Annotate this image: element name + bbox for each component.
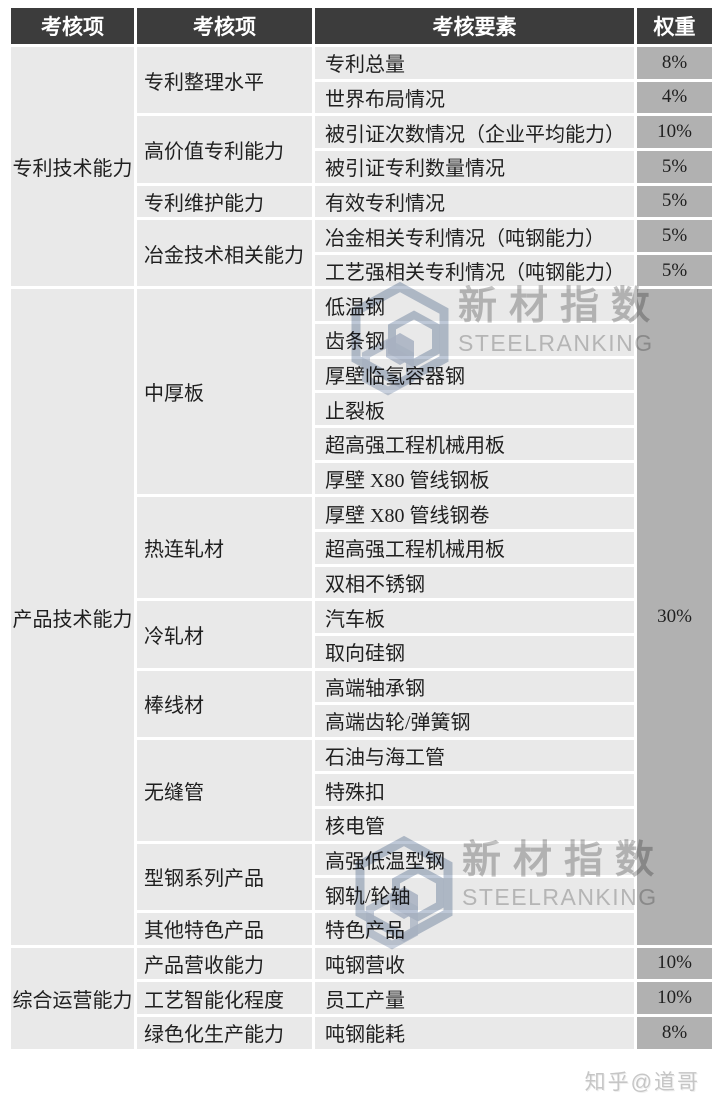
category-cell: 综合运营能力: [8, 944, 137, 1053]
subcategory-cell: 专利整理水平: [134, 43, 315, 117]
table-row: 无缝管 石油与海工管: [10, 736, 714, 844]
table-row: 专利技术能力 专利整理水平 专利总量 8%: [8, 43, 715, 290]
header-category: 考核项: [8, 5, 137, 47]
element-cell: 工艺强相关专利情况（吨钢能力）: [312, 251, 637, 290]
evaluation-weight-table: 考核项 考核项 考核要素 权重 专利技术能力 专利整理水平 专利总量 8% 世界布局情况…: [8, 5, 715, 1053]
element-cell: 齿条钢: [312, 321, 637, 359]
subcategory-cell: 专利维护能力: [134, 182, 315, 221]
weight-cell: 5%: [634, 182, 715, 221]
credit-watermark: 知乎@道哥: [584, 1071, 700, 1094]
subcategory-cell: 无缝管: [134, 736, 315, 844]
table-row: 冷轧材 汽车板: [10, 598, 714, 671]
element-cell: 被引证专利数量情况: [312, 147, 637, 186]
element-cell: 钢轨/轮轴: [312, 875, 637, 914]
element-cell: 专利总量: [312, 44, 637, 82]
element-cell: 石油与海工管: [312, 736, 637, 775]
table-row: 被引证专利数量情况 5%: [10, 147, 715, 186]
weight-cell: 10%: [634, 944, 715, 983]
element-cell: 高强低温型钢: [312, 840, 637, 879]
subcategory-cell: 产品营收能力: [134, 944, 315, 983]
weight-cell: 8%: [634, 1013, 715, 1053]
table-row: 热连轧材 厚壁 X80 管线钢卷: [10, 494, 714, 602]
element-cell: 有效专利情况: [312, 182, 637, 221]
table-row: 高端齿轮/弹簧钢: [10, 702, 714, 740]
element-cell: 世界布局情况: [312, 78, 637, 117]
table-row: 特殊扣: [10, 771, 714, 810]
element-cell: 核电管: [312, 806, 637, 844]
table-row: 专利维护能力 有效专利情况 5%: [10, 182, 715, 221]
table-row: 止裂板: [10, 390, 714, 429]
table-row: 棒线材 高端轴承钢: [10, 667, 714, 740]
element-cell: 被引证次数情况（企业平均能力）: [312, 113, 637, 151]
element-cell: 吨钢能耗: [312, 1013, 637, 1053]
subcategory-cell: 工艺智能化程度: [134, 979, 315, 1017]
table-row: 超高强工程机械用板: [10, 528, 714, 567]
weight-cell: 4%: [634, 78, 715, 117]
table-row: 齿条钢: [10, 321, 714, 359]
element-cell: 低温钢: [312, 286, 637, 325]
element-cell: 特色产品: [312, 910, 637, 948]
element-cell: 高端轴承钢: [312, 667, 637, 706]
element-cell: 汽车板: [312, 598, 637, 636]
element-cell: 取向硅钢: [312, 632, 637, 671]
subcategory-cell: 热连轧材: [134, 494, 315, 602]
subcategory-cell: 绿色化生产能力: [134, 1013, 315, 1053]
element-cell: 厚壁 X80 管线钢卷: [312, 494, 637, 532]
table-row: 绿色化生产能力 吨钢能耗 8%: [10, 1013, 715, 1053]
subcategory-cell: 棒线材: [134, 667, 315, 740]
element-cell: 超高强工程机械用板: [312, 425, 637, 463]
table-row: 型钢系列产品 高强低温型钢: [10, 840, 714, 914]
element-cell: 员工产量: [312, 979, 637, 1017]
header-subcategory: 考核项: [134, 5, 315, 47]
table-header-row: 考核项 考核项 考核要素 权重: [8, 5, 715, 47]
weight-cell: 5%: [634, 147, 715, 186]
table-row: 工艺智能化程度 员工产量 10%: [10, 979, 715, 1017]
weight-cell: 30%: [634, 286, 715, 948]
table-row: 工艺强相关专利情况（吨钢能力） 5%: [10, 251, 715, 290]
subcategory-cell: 高价值专利能力: [134, 113, 315, 186]
category-cell: 产品技术能力: [8, 286, 137, 948]
weight-cell: 5%: [634, 251, 715, 290]
subcategory-cell: 冷轧材: [134, 598, 315, 671]
table-row: 厚壁 X80 管线钢板: [10, 459, 714, 498]
table-row: 世界布局情况 4%: [10, 78, 715, 117]
element-cell: 止裂板: [312, 390, 637, 429]
weight-cell: 5%: [634, 217, 715, 255]
table-row: 高价值专利能力 被引证次数情况（企业平均能力） 10%: [10, 113, 715, 186]
element-cell: 厚壁临氢容器钢: [312, 355, 637, 394]
element-cell: 冶金相关专利情况（吨钢能力）: [312, 217, 637, 255]
element-cell: 双相不锈钢: [312, 563, 637, 602]
subcategory-cell: 中厚板: [134, 286, 315, 498]
weight-cell: 8%: [634, 44, 715, 82]
subcategory-cell: 其他特色产品: [134, 910, 315, 948]
table-row: 冶金技术相关能力 冶金相关专利情况（吨钢能力） 5%: [10, 217, 715, 290]
element-cell: 吨钢营收: [312, 944, 637, 983]
element-cell: 超高强工程机械用板: [312, 528, 637, 567]
header-weight: 权重: [634, 5, 715, 47]
element-cell: 厚壁 X80 管线钢板: [312, 459, 637, 498]
subcategory-cell: 型钢系列产品: [134, 840, 315, 914]
category-cell: 专利技术能力: [8, 43, 137, 290]
table-row: 超高强工程机械用板: [10, 425, 714, 463]
table-row: 综合运营能力 产品营收能力 吨钢营收 10%: [8, 944, 715, 1053]
weight-cell: 10%: [634, 979, 715, 1017]
element-cell: 高端齿轮/弹簧钢: [312, 702, 637, 740]
weight-cell: 10%: [634, 113, 715, 151]
table-row: 产品技术能力 中厚板 低温钢 30%: [8, 286, 715, 948]
subcategory-cell: 冶金技术相关能力: [134, 217, 315, 290]
table-row: 取向硅钢: [10, 632, 714, 671]
element-cell: 特殊扣: [312, 771, 637, 810]
table-row: 双相不锈钢: [10, 563, 714, 602]
header-element: 考核要素: [312, 5, 637, 47]
